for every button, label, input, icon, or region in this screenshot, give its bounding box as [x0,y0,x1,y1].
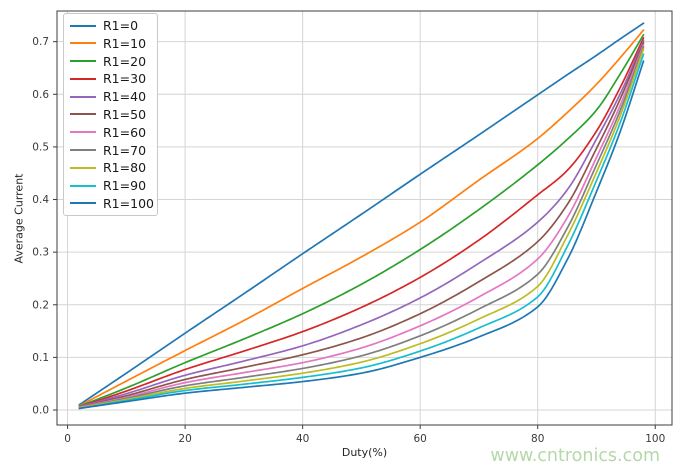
legend-label: R1=20 [103,53,147,69]
legend-label: R1=0 [103,18,139,33]
curve-r1-20 [78,33,645,408]
y-tick-label: 0.1 [32,352,49,364]
curve-r1-40 [78,39,645,408]
curve-r1-60 [78,43,645,409]
legend-line-swatch [70,166,96,169]
curve-r1-10 [78,29,645,407]
legend-entry: R1=100 [70,195,154,211]
legend-line-swatch [70,202,96,205]
legend-label: R1=40 [103,89,147,105]
legend-line-swatch [70,77,96,80]
legend-entry: R1=50 [70,108,151,121]
legend-label: R1=50 [103,106,147,122]
legend-line-swatch [70,95,96,98]
x-tick-label: 80 [531,433,544,445]
x-tick-label: 100 [645,433,665,445]
legend-entry: R1=70 [70,144,151,157]
legend-line-swatch [70,60,96,63]
y-axis-title: Average Current [12,173,26,264]
y-tick-label: 0.3 [32,247,49,259]
y-tick-label: 0.2 [32,299,49,311]
x-tick-label: 60 [413,433,426,445]
legend: R1=0 R1=10 R1=20 R1=30 R1=40 R1=50 R1=60 R1=70 R… [63,13,158,216]
curve-r1-0 [78,22,645,406]
legend-label: R1=10 [103,35,147,51]
legend-entry: R1=0 [70,19,151,32]
legend-label: R1=30 [103,71,147,87]
legend-entry: R1=60 [70,126,151,139]
x-tick-label: 40 [296,433,309,445]
legend-entry: R1=20 [70,55,151,68]
legend-line-swatch [70,24,96,27]
y-tick-label: 0.6 [32,89,49,101]
legend-entry: R1=10 [70,37,151,50]
legend-line-swatch [70,184,96,187]
watermark: www.cntronics.com [490,446,660,466]
legend-label: R1=100 [103,195,154,211]
legend-line-swatch [70,42,96,45]
legend-label: R1=60 [103,124,147,140]
legend-line-swatch [70,113,96,116]
legend-label: R1=90 [103,178,147,194]
curve-r1-90 [78,53,645,410]
legend-entry: R1=90 [70,179,151,192]
x-tick-label: 20 [178,433,191,445]
x-axis-title: Duty(%) [341,446,388,459]
x-tick-label: 0 [64,433,71,445]
curve-r1-100 [78,60,645,410]
legend-entry: R1=80 [70,161,151,174]
y-tick-label: 0.5 [32,141,49,153]
curve-r1-80 [78,48,645,409]
legend-entry: R1=40 [70,90,151,103]
y-tick-label: 0.7 [32,36,49,48]
plot-border [56,10,673,426]
legend-line-swatch [70,149,96,152]
legend-line-swatch [70,131,96,134]
y-tick-label: 0.0 [32,405,49,417]
curve-r1-50 [78,41,645,409]
legend-label: R1=80 [103,160,147,176]
curve-r1-70 [78,46,645,409]
legend-entry: R1=30 [70,72,151,85]
curve-r1-30 [78,37,645,408]
y-tick-label: 0.4 [32,194,49,206]
legend-label: R1=70 [103,142,147,158]
